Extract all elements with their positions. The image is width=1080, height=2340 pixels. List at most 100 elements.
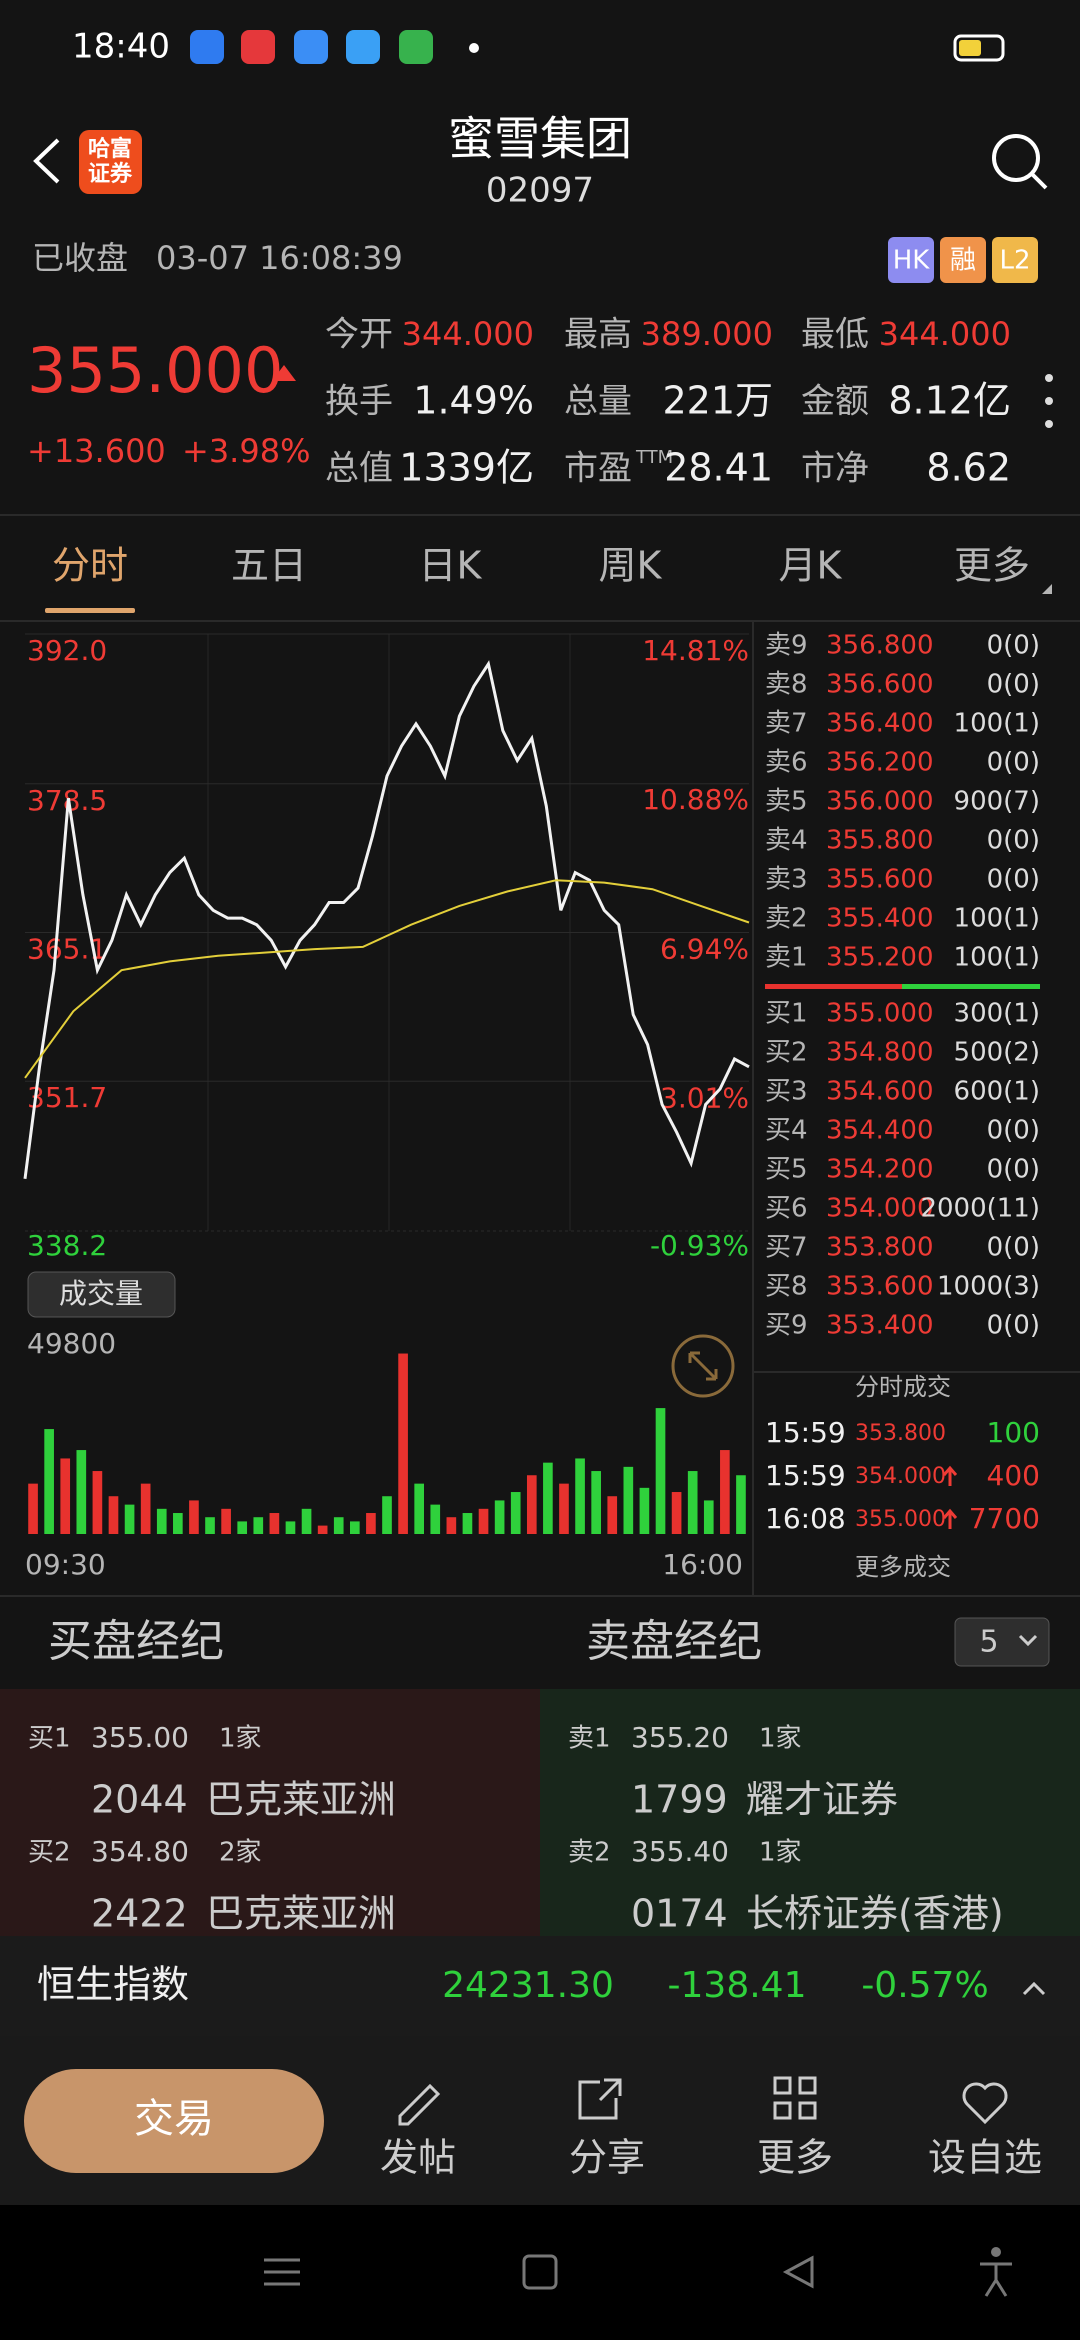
tab[interactable]: 月K	[779, 544, 843, 588]
ask-level: 卖1	[765, 943, 808, 973]
stat-label: 总值	[325, 449, 393, 489]
tab[interactable]: 五日	[231, 544, 307, 588]
volume-button[interactable]	[27, 1271, 176, 1318]
stat-value: 344.000	[879, 315, 1011, 353]
app-icon	[294, 30, 328, 64]
toolbar-action[interactable]: 发帖	[380, 2136, 456, 2180]
stat-value: 221万	[662, 379, 773, 423]
post-icon	[398, 2083, 441, 2126]
ask-price: 356.200	[826, 748, 934, 778]
toolbar-action[interactable]: 设自选	[928, 2136, 1042, 2180]
accessibility-figure	[980, 2262, 1012, 2297]
trade-label: 交易	[134, 2096, 214, 2142]
nav-menu[interactable]	[264, 2258, 300, 2286]
trade-button[interactable]	[24, 2069, 324, 2173]
depth-dropdown[interactable]	[954, 1617, 1050, 1667]
volume-bar	[430, 1504, 441, 1534]
sell-broker-panel	[540, 1689, 1080, 1936]
buy-broker-panel	[0, 1689, 540, 1936]
nav-back[interactable]	[782, 2255, 814, 2289]
menu-dot[interactable]	[1045, 397, 1053, 405]
clock: 18:40	[72, 27, 170, 67]
index-bar[interactable]	[0, 1936, 1080, 2036]
stat-value: 1.49%	[413, 379, 534, 423]
more-trades[interactable]: 更多成交	[855, 1553, 951, 1581]
share-icon	[578, 2078, 622, 2120]
broker-count: 2家	[219, 1838, 262, 1868]
toolbar-action[interactable]: 更多	[757, 2136, 833, 2180]
volume-bar	[575, 1458, 585, 1534]
bid-qty: 500(2)	[954, 1038, 1040, 1068]
price-change-pct: +3.98%	[182, 432, 310, 470]
bid-level: 买6	[765, 1194, 808, 1224]
tab[interactable]: 分时	[52, 544, 128, 588]
trade-price: 354.000	[855, 1464, 946, 1489]
broker-level: 买2	[28, 1838, 71, 1868]
ask-level: 卖9	[765, 631, 808, 661]
stat-value: 344.000	[402, 315, 534, 353]
volume-bar	[237, 1521, 248, 1534]
back-button[interactable]	[33, 138, 60, 184]
app-icon	[190, 30, 224, 64]
ask-price: 355.600	[826, 865, 934, 895]
logo-text: 哈富	[88, 136, 132, 162]
tab[interactable]: 日K	[419, 544, 483, 588]
market-state: 已收盘	[32, 239, 128, 277]
ask-price: 356.800	[826, 631, 934, 661]
watch-icon	[962, 2082, 1008, 2125]
sell-brokers-title: 卖盘经纪	[586, 1616, 762, 1667]
stat-label: 总量	[564, 382, 632, 422]
broker-count: 1家	[219, 1724, 262, 1754]
toolbar-action[interactable]: 分享	[569, 2136, 645, 2180]
tab[interactable]: 更多	[954, 544, 1030, 588]
broker-id: 2044	[91, 1778, 188, 1822]
broker-price: 354.80	[91, 1835, 189, 1868]
volume-bar	[108, 1496, 119, 1534]
bid-price: 354.800	[826, 1038, 934, 1068]
bid-price: 354.600	[826, 1077, 934, 1107]
tab[interactable]: 周K	[599, 544, 663, 588]
y2-tick-label: 14.81%	[642, 634, 749, 667]
bid-qty: 0(0)	[987, 1311, 1040, 1341]
stat-label: 市盈	[564, 449, 632, 489]
search-handle	[1030, 172, 1048, 190]
menu-dot[interactable]	[1045, 374, 1053, 382]
bid-level: 买4	[765, 1116, 808, 1146]
volume-bar	[221, 1508, 231, 1534]
expand-button[interactable]	[671, 1334, 735, 1398]
stock-code: 02097	[486, 171, 594, 211]
ask-price: 356.000	[826, 787, 934, 817]
bid-price: 354.000	[826, 1194, 934, 1224]
bid-qty: 0(0)	[987, 1155, 1040, 1185]
volume-bar	[559, 1483, 569, 1534]
stat-label: 金额	[801, 382, 869, 422]
stat-label: 换手	[325, 382, 393, 422]
bid-qty: 600(1)	[954, 1077, 1040, 1107]
menu-dot[interactable]	[1045, 420, 1053, 428]
volume-bar	[462, 1513, 473, 1534]
volume-bar	[301, 1508, 312, 1534]
nav-home[interactable]	[522, 2254, 558, 2290]
volume-bar	[671, 1492, 682, 1534]
volume-bar	[140, 1483, 151, 1534]
ask-price: 355.200	[826, 943, 934, 973]
volume-bar	[317, 1525, 328, 1534]
price-change: +13.600	[27, 432, 166, 470]
stat-label: 最低	[801, 315, 869, 355]
search-button[interactable]	[992, 134, 1040, 182]
quote-time: 03-07 16:08:39	[156, 239, 403, 277]
volume-bar	[382, 1496, 392, 1534]
index-caret[interactable]	[1022, 1981, 1046, 1996]
app-icon	[346, 30, 380, 64]
bid-price: 353.600	[826, 1272, 934, 1302]
broker-count: 1家	[759, 1724, 802, 1754]
volume-bar	[156, 1508, 167, 1534]
bid-price: 354.200	[826, 1155, 934, 1185]
broker-level: 卖1	[568, 1724, 611, 1754]
ask-ratio	[902, 984, 1040, 989]
ask-qty: 0(0)	[987, 748, 1040, 778]
accessibility[interactable]	[991, 2247, 1001, 2257]
bid-qty: 1000(3)	[937, 1272, 1040, 1302]
badge-text: L2	[999, 246, 1030, 276]
